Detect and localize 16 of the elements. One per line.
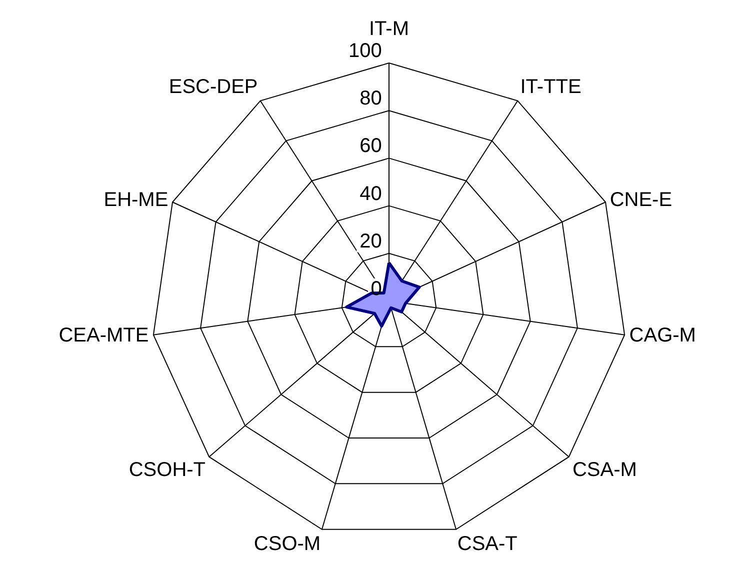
spoke-label: ESC-DEP [168,76,258,98]
spoke-label: CSOH-T [128,458,206,481]
y-tick-label: 80 [360,88,382,110]
spoke-label: CSO-M [254,532,321,555]
spoke-label: EH-ME [104,189,168,212]
spoke-label: CSA-T [457,532,518,555]
y-tick-label: 100 [348,40,382,62]
spoke-label: CSA-M [572,458,637,481]
spoke-label: CNE-E [610,189,672,212]
y-tick-label: 60 [360,135,382,158]
spoke-label: CEA-MTE [58,324,149,347]
y-tick-label: 40 [360,182,382,205]
spoke-label: IT-TTE [520,76,582,98]
spoke-label: CAG-M [629,324,696,347]
y-tick-label: 20 [360,230,382,252]
spoke-label: IT-M [369,18,409,40]
